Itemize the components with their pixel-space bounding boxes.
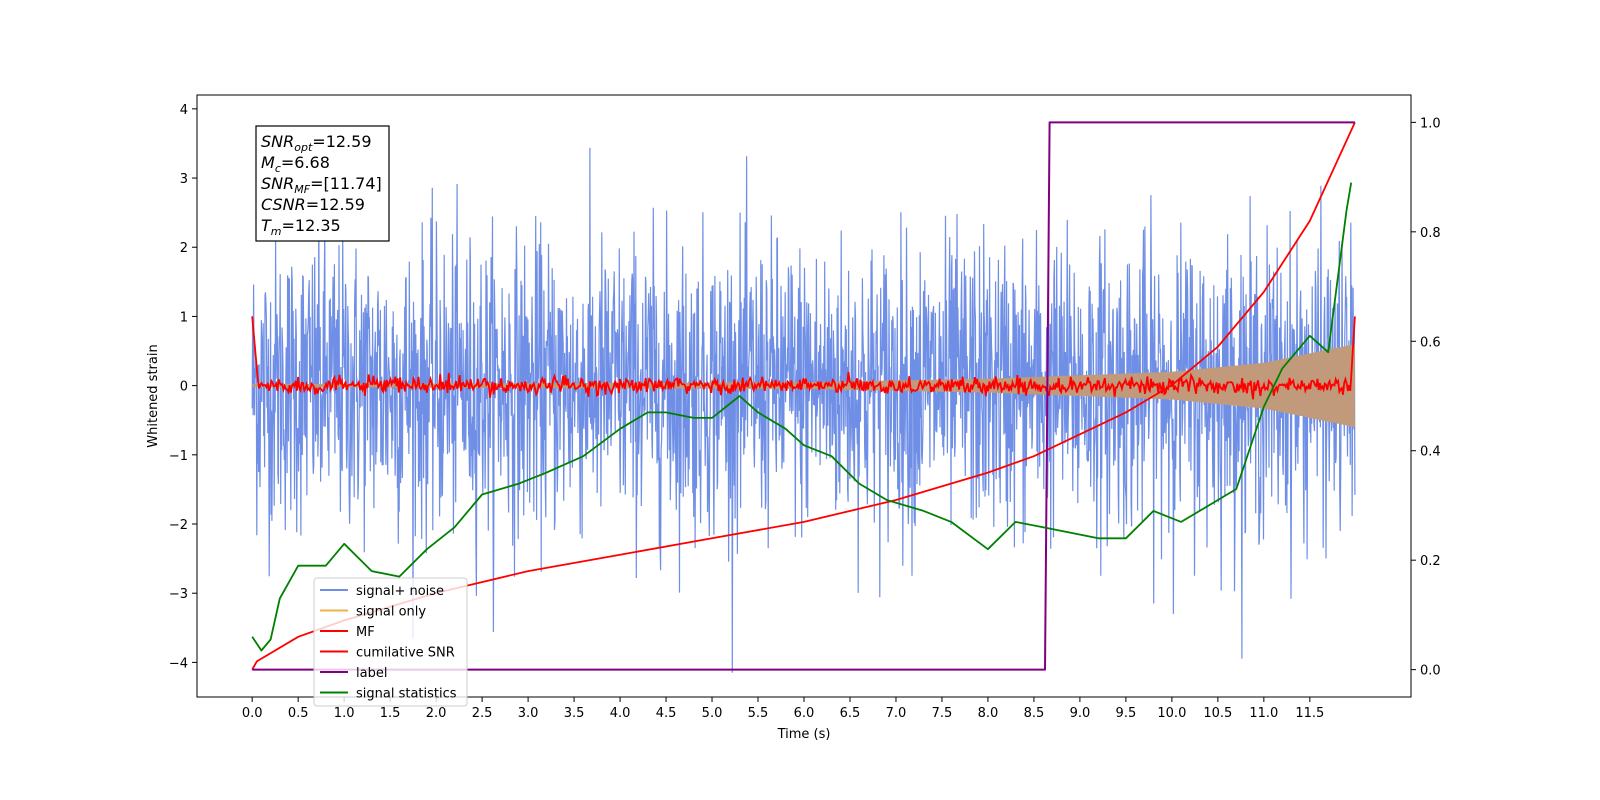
signal-noise-line	[251, 147, 1356, 673]
label-series	[252, 121, 1355, 671]
y2-tick-label: 0.4	[1420, 445, 1441, 460]
y-tick-label: 4	[180, 103, 188, 118]
x-tick-label: 0.5	[288, 706, 309, 721]
x-tick-label: 3.5	[564, 706, 585, 721]
signal-statistics-line	[251, 182, 1353, 652]
x-tick-label: 11.5	[1295, 706, 1324, 721]
label-line	[252, 121, 1355, 671]
y2-tick-label: 0.2	[1420, 554, 1441, 569]
annotation-line: Mc=6.68	[261, 153, 330, 175]
x-tick-label: 8.5	[1024, 706, 1045, 721]
legend-entry: label	[356, 666, 387, 681]
x-tick-label: 4.0	[610, 706, 631, 721]
y2-tick-label: 1.0	[1420, 116, 1441, 131]
x-tick-label: 7.5	[932, 706, 953, 721]
y2-axis-ticks: 0.0 0.2 0.4 0.6 0.8 1.0	[1411, 116, 1441, 679]
stats-annotation-box: SNRopt=12.59Mc=6.68SNRMF=[11.74]CSNR=12.…	[255, 125, 390, 242]
legend-entry: signal only	[356, 605, 426, 620]
signal-noise-series	[251, 147, 1356, 673]
y-axis-label: Whitened strain	[146, 344, 161, 447]
y-axis-ticks: −4 −3 −2 −1 0 1 2 3 4	[169, 103, 197, 671]
signal-only-fill	[252, 344, 1355, 428]
mf-line	[251, 316, 1356, 400]
x-tick-label: 9.0	[1070, 706, 1091, 721]
signal-statistics-series	[251, 182, 1353, 652]
y-tick-label: −3	[169, 587, 188, 602]
x-axis-ticks: 0.0 0.5 1.0 1.5 2.0 2.5 3.0 3.5 4.0 4.5 5.0 5.5 6.0 6…	[242, 697, 1324, 721]
legend: signal+ noise signal only MF cumilative SNR…	[313, 577, 468, 707]
y2-tick-label: 0.0	[1420, 664, 1441, 679]
x-axis-label: Time (s)	[777, 727, 831, 742]
annotation-line: Tm=12.35	[261, 216, 341, 238]
x-tick-label: 2.0	[426, 706, 447, 721]
x-tick-label: 6.0	[794, 706, 815, 721]
legend-frame	[313, 577, 468, 707]
x-tick-label: 4.5	[656, 706, 677, 721]
y-tick-label: −1	[169, 449, 188, 464]
legend-entry: signal statistics	[356, 687, 457, 702]
x-tick-label: 1.0	[334, 706, 355, 721]
x-tick-label: 1.5	[380, 706, 401, 721]
y-tick-label: 2	[180, 241, 188, 256]
annotation-line: CSNR=12.59	[261, 195, 365, 214]
x-tick-label: 7.0	[886, 706, 907, 721]
x-tick-label: 9.5	[1116, 706, 1137, 721]
y-tick-label: 0	[180, 380, 188, 395]
x-tick-label: 10.0	[1157, 706, 1186, 721]
y-tick-label: −4	[169, 656, 188, 671]
y-tick-label: −2	[169, 518, 188, 533]
y2-tick-label: 0.8	[1420, 226, 1441, 241]
x-tick-label: 3.0	[518, 706, 539, 721]
mf-series	[251, 316, 1356, 400]
annotation-line: SNRopt=12.59	[261, 132, 372, 154]
signal-only-series	[252, 344, 1355, 428]
legend-entry: MF	[356, 625, 375, 640]
annotation-frame	[255, 125, 390, 242]
legend-entry: cumilative SNR	[356, 646, 455, 661]
x-tick-label: 0.0	[242, 706, 263, 721]
y-tick-label: 1	[180, 310, 188, 325]
x-tick-label: 5.5	[748, 706, 769, 721]
y2-tick-label: 0.6	[1420, 335, 1441, 350]
y-tick-label: 3	[180, 172, 188, 187]
annotation-line: SNRMF=[11.74]	[261, 174, 382, 196]
x-tick-label: 5.0	[702, 706, 723, 721]
x-tick-label: 6.5	[840, 706, 861, 721]
legend-entry: signal+ noise	[356, 584, 444, 599]
x-tick-label: 10.5	[1203, 706, 1232, 721]
x-tick-label: 11.0	[1249, 706, 1278, 721]
x-tick-label: 8.0	[978, 706, 999, 721]
x-tick-label: 2.5	[472, 706, 493, 721]
